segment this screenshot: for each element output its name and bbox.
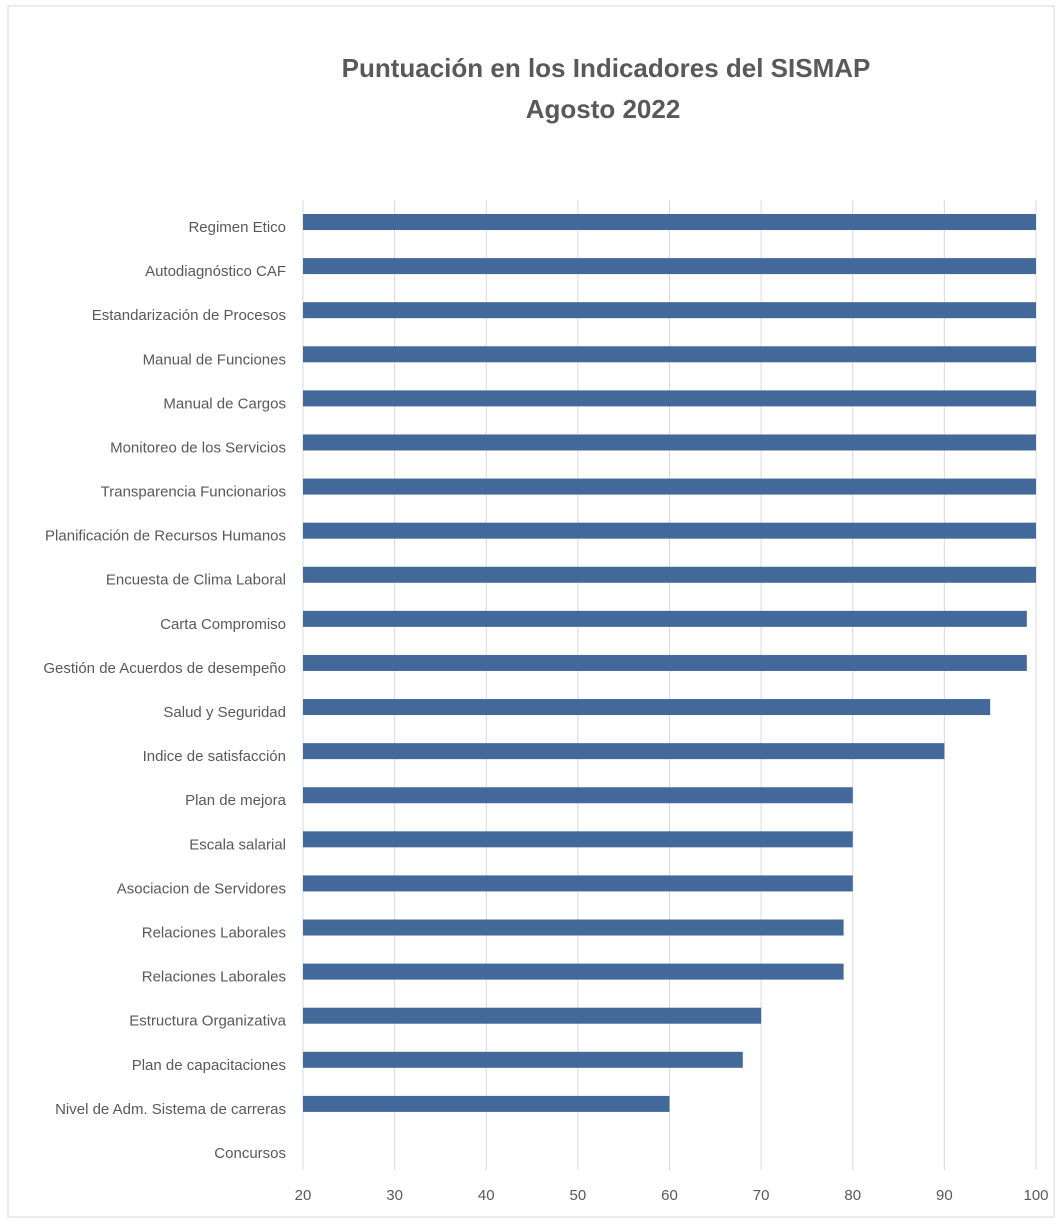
bar	[303, 1051, 743, 1068]
bar	[303, 787, 853, 804]
x-tick-label: 60	[661, 1187, 678, 1204]
bar	[303, 699, 991, 716]
bar	[303, 610, 1027, 627]
bar	[303, 743, 945, 760]
y-tick-label: Manual de Cargos	[163, 395, 286, 412]
y-tick-label: Relaciones Laborales	[142, 969, 286, 986]
bar	[303, 1095, 670, 1112]
y-tick-label: Asociacion de Servidores	[117, 880, 286, 897]
bar	[303, 346, 1036, 363]
bar	[303, 654, 1027, 671]
chart-title: Puntuación en los Indicadores del SISMAP	[342, 53, 871, 83]
bar	[303, 214, 1036, 230]
y-tick-label: Regimen Etico	[188, 219, 286, 236]
y-tick-label: Estandarización de Procesos	[92, 307, 286, 324]
bar	[303, 302, 1036, 319]
chart-subtitle: Agosto 2022	[526, 94, 681, 124]
y-tick-label: Salud y Seguridad	[163, 704, 286, 721]
x-tick-label: 20	[295, 1187, 312, 1204]
y-tick-label: Manual de Funciones	[143, 351, 286, 368]
x-tick-label: 70	[753, 1187, 770, 1204]
y-tick-label: Estructura Organizativa	[129, 1013, 286, 1030]
y-tick-label: Escala salarial	[189, 836, 286, 853]
y-tick-label: Transparencia Funcionarios	[101, 484, 286, 501]
y-tick-label: Planificación de Recursos Humanos	[45, 528, 286, 545]
y-tick-label: Plan de capacitaciones	[132, 1057, 286, 1074]
y-tick-label: Plan de mejora	[185, 792, 287, 809]
bar	[303, 258, 1036, 275]
y-tick-label: Monitoreo de los Servicios	[110, 439, 286, 456]
x-tick-label: 80	[844, 1187, 861, 1204]
bar	[303, 875, 853, 892]
x-tick-label: 50	[570, 1187, 587, 1204]
bar	[303, 390, 1036, 407]
y-tick-label: Encuesta de Clima Laboral	[106, 572, 286, 589]
bar	[303, 566, 1036, 583]
bar	[303, 434, 1036, 451]
y-tick-label: Carta Compromiso	[160, 616, 286, 633]
x-tick-label: 40	[478, 1187, 495, 1204]
bar	[303, 522, 1036, 539]
x-tick-label: 90	[936, 1187, 953, 1204]
y-tick-label: Autodiagnóstico CAF	[145, 263, 286, 280]
x-tick-label: 100	[1023, 1187, 1048, 1204]
y-tick-label: Gestión de Acuerdos de desempeño	[43, 660, 286, 677]
y-tick-label: Nivel de Adm. Sistema de carreras	[55, 1101, 286, 1118]
bar	[303, 831, 853, 848]
bar	[303, 478, 1036, 495]
y-tick-label: Indice de satisfacción	[143, 748, 286, 765]
bar	[303, 919, 844, 936]
y-tick-label: Relaciones Laborales	[142, 924, 286, 941]
bar	[303, 1007, 762, 1024]
x-tick-label: 30	[386, 1187, 403, 1204]
bar	[303, 963, 844, 980]
y-tick-label: Concursos	[214, 1145, 286, 1162]
